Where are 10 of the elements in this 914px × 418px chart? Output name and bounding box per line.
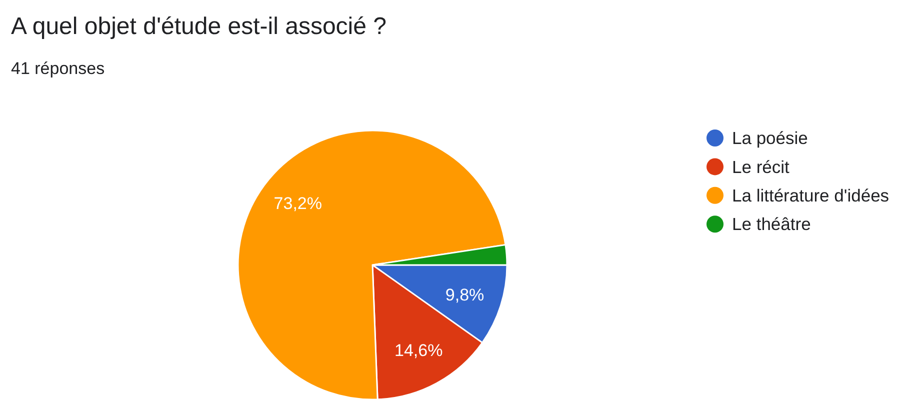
legend-label: Le récit — [732, 156, 790, 177]
legend-label: La poésie — [732, 128, 808, 148]
legend-label: La littérature d'idées — [732, 186, 890, 206]
data-label: 73,2% — [274, 194, 322, 214]
text: 41 réponses — [11, 59, 105, 78]
pie-slice — [237, 130, 506, 400]
data-label: 14,6% — [394, 341, 443, 360]
chart-title: A quel objet d'étude est-il associé ? — [11, 13, 386, 40]
legend-label: Le théâtre — [732, 214, 811, 234]
data-label: 9,8% — [445, 285, 484, 304]
